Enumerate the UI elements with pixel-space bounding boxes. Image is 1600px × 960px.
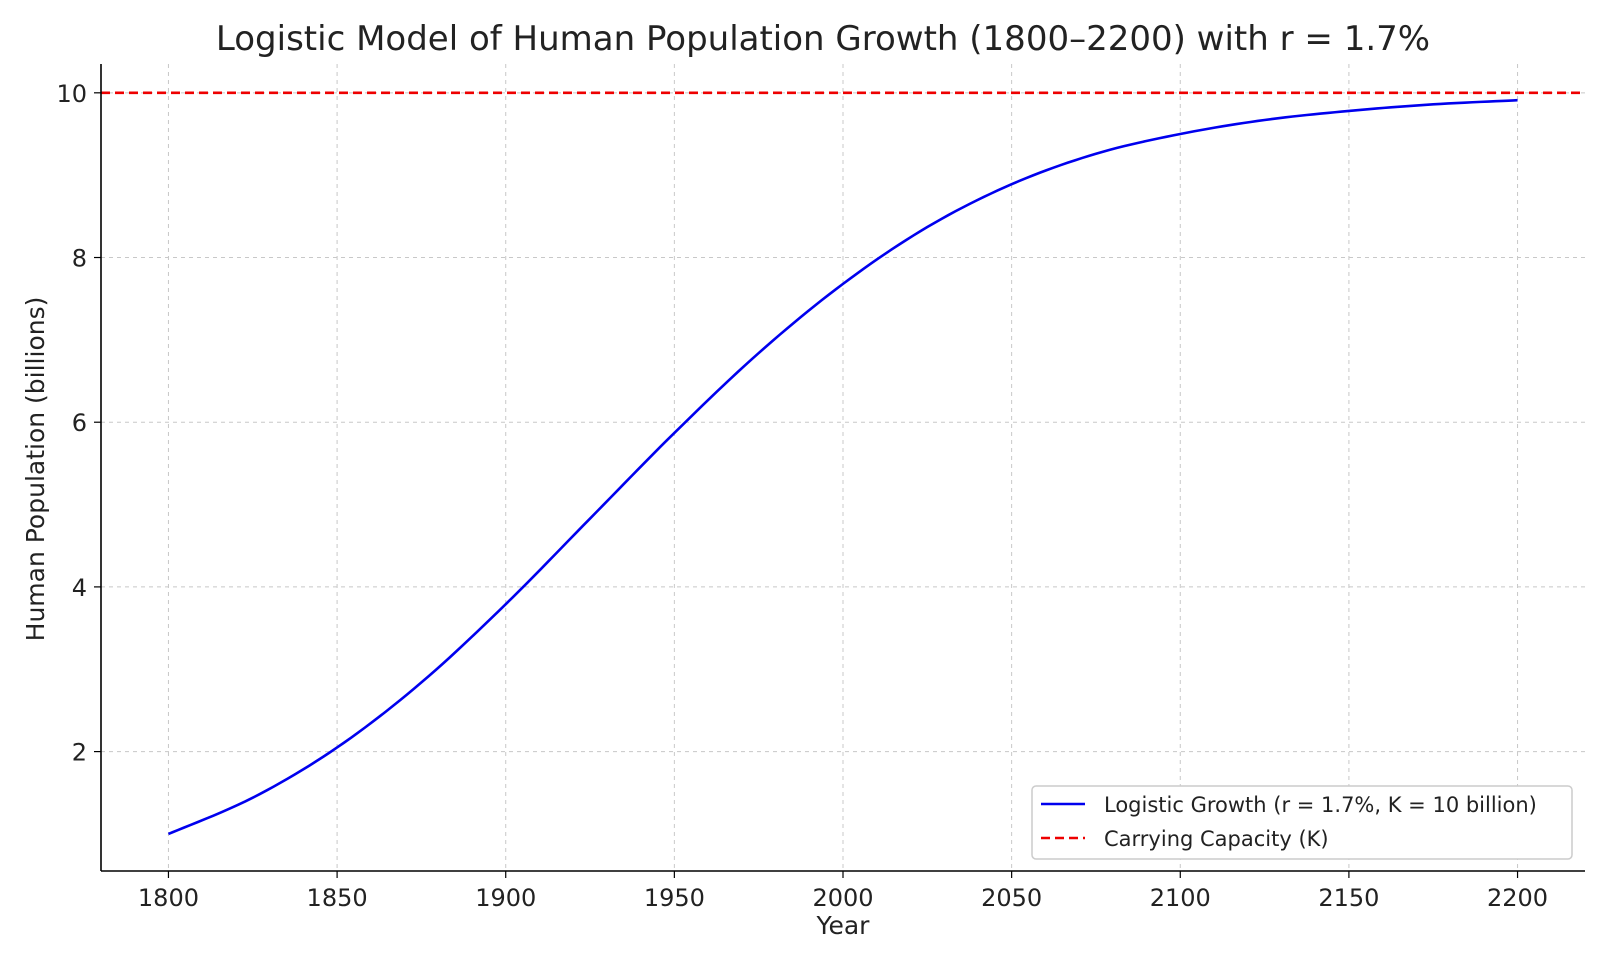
x-tick-label: 1900 — [475, 884, 536, 912]
x-tick-label: 1850 — [307, 884, 368, 912]
y-tick-label: 8 — [72, 245, 87, 273]
legend-label-capacity: Carrying Capacity (K) — [1104, 827, 1329, 851]
y-tick-label: 6 — [72, 409, 87, 437]
x-tick-label: 1800 — [138, 884, 199, 912]
x-tick-label: 2000 — [812, 884, 873, 912]
legend-label-logistic: Logistic Growth (r = 1.7%, K = 10 billio… — [1104, 793, 1537, 817]
chart-title: Logistic Model of Human Population Growt… — [216, 19, 1430, 59]
axis-ticks: 1800 1850 1900 1950 2000 2050 2100 2150 2200 2 4 6 8… — [56, 80, 1548, 912]
legend-frame — [1031, 785, 1573, 860]
y-tick-label: 2 — [72, 739, 87, 767]
x-tick-label: 1950 — [644, 884, 705, 912]
y-tick-label: 4 — [72, 574, 87, 602]
y-tick-label: 10 — [56, 80, 87, 108]
logistic-growth-line — [167, 98, 1518, 836]
x-tick-label: 2100 — [1150, 884, 1211, 912]
grid — [101, 64, 1585, 871]
x-tick-label: 2200 — [1487, 884, 1548, 912]
x-tick-label: 2150 — [1318, 884, 1379, 912]
legend: Logistic Growth (r = 1.7%, K = 10 billio… — [1031, 785, 1573, 860]
x-axis-label: Year — [816, 911, 871, 940]
y-axis-label: Human Population (billions) — [21, 297, 50, 642]
x-tick-label: 2050 — [981, 884, 1042, 912]
plot-area — [101, 91, 1585, 836]
